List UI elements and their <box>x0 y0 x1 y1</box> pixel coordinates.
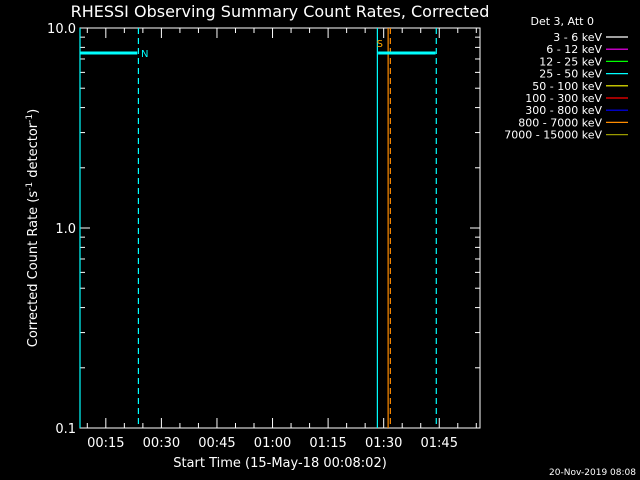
x-tick-label: 01:45 <box>421 436 458 451</box>
x-tick-label: 00:30 <box>143 436 180 451</box>
legend-entry-label: 300 - 800 keV <box>525 104 602 117</box>
x-axis-label: Start Time (15-May-18 00:08:02) <box>173 456 387 471</box>
marker-label: N <box>141 49 148 60</box>
y-axis-label-part3: ) <box>26 109 41 114</box>
footer-date: 20-Nov-2019 08:08 <box>549 468 636 478</box>
y-tick-label: 1.0 <box>55 222 76 237</box>
x-tick-label: 00:45 <box>198 436 235 451</box>
legend-entry-label: 800 - 7000 keV <box>518 116 602 129</box>
y-tick-label: 0.1 <box>55 422 76 437</box>
y-tick-label: 10.0 <box>47 22 76 37</box>
x-tick-label: 00:15 <box>87 436 124 451</box>
legend-entry-label: 50 - 100 keV <box>532 80 602 93</box>
legend-entry-label: 100 - 300 keV <box>525 92 602 105</box>
y-axis-label-part2: detector <box>26 122 41 182</box>
legend-entry-label: 25 - 50 keV <box>539 68 602 81</box>
legend-entry-label: 3 - 6 keV <box>553 31 602 44</box>
x-tick-label: 01:30 <box>365 436 402 451</box>
legend-entry-label: 6 - 12 keV <box>546 43 602 56</box>
y-axis-label-sup1: -1 <box>25 182 35 191</box>
chart-title: RHESSI Observing Summary Count Rates, Co… <box>71 2 490 21</box>
x-tick-label: 01:15 <box>309 436 346 451</box>
marker-label: S <box>377 39 383 50</box>
legend-header: Det 3, Att 0 <box>531 15 595 28</box>
y-axis-label-sup2: -1 <box>25 114 35 123</box>
x-tick-label: 01:00 <box>254 436 291 451</box>
y-axis-label: Corrected Count Rate (s-1 detector-1) <box>25 109 41 347</box>
vertical-lines <box>79 28 437 428</box>
y-axis-label-part1: Corrected Count Rate (s <box>26 191 41 348</box>
legend-entry-label: 12 - 25 keV <box>539 55 602 68</box>
legend-entry-label: 7000 - 15000 keV <box>504 129 602 142</box>
marker-group: NS <box>141 39 383 60</box>
x-axis: 00:15 00:30 00:45 01:00 01:15 01:30 01:45 <box>86 28 477 451</box>
y-axis: 10.0 1.0 0.1 <box>47 22 480 437</box>
